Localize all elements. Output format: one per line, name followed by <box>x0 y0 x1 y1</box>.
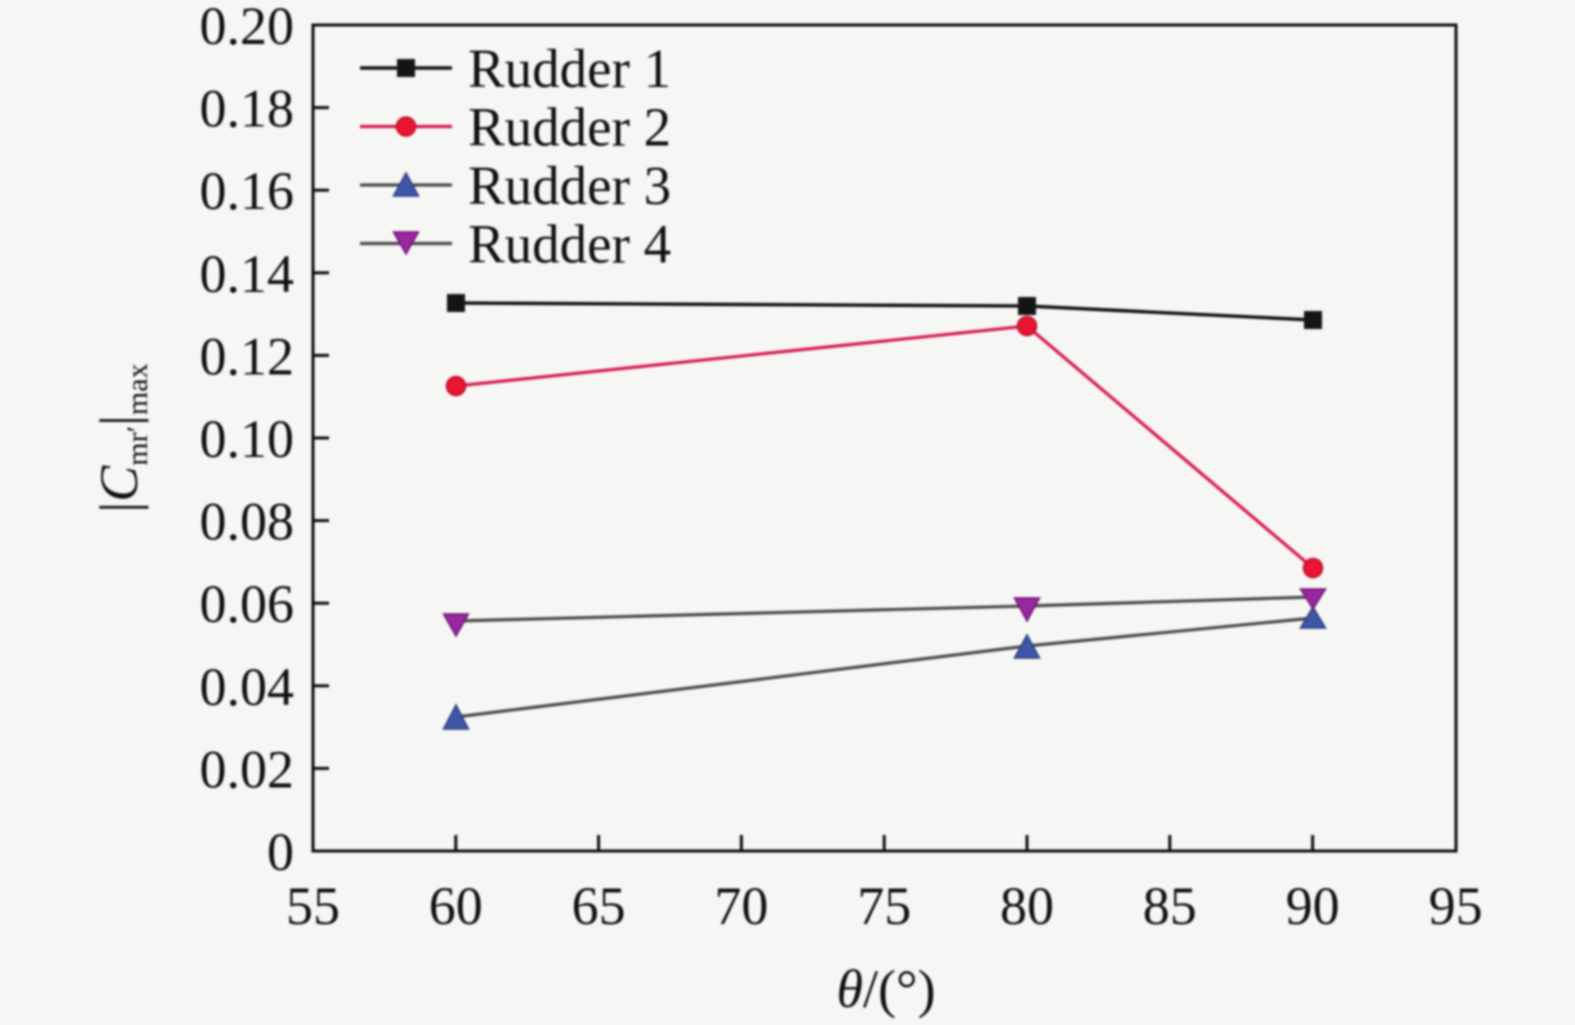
svg-text:Rudder 1: Rudder 1 <box>468 38 671 99</box>
svg-text:80: 80 <box>1000 876 1054 936</box>
svg-text:0.04: 0.04 <box>200 657 295 717</box>
svg-text:55: 55 <box>286 876 340 936</box>
svg-text:0: 0 <box>267 822 294 882</box>
svg-text:0.02: 0.02 <box>200 739 295 799</box>
svg-text:0.14: 0.14 <box>200 244 295 304</box>
svg-text:Rudder 3: Rudder 3 <box>468 155 671 216</box>
svg-text:65: 65 <box>572 876 626 936</box>
svg-text:90: 90 <box>1286 876 1340 936</box>
svg-text:60: 60 <box>429 876 483 936</box>
svg-text:Rudder 2: Rudder 2 <box>468 97 671 158</box>
svg-text:θ/(°): θ/(°) <box>836 959 935 1019</box>
svg-text:0.10: 0.10 <box>200 409 295 469</box>
svg-text:95: 95 <box>1429 876 1483 936</box>
svg-text:75: 75 <box>857 876 911 936</box>
svg-text:85: 85 <box>1143 876 1197 936</box>
svg-text:0.18: 0.18 <box>200 79 295 139</box>
svg-text:0.16: 0.16 <box>200 161 295 221</box>
svg-text:|Cmr′|max: |Cmr′|max <box>89 363 154 512</box>
svg-text:70: 70 <box>714 876 768 936</box>
svg-text:Rudder 4: Rudder 4 <box>468 214 671 275</box>
svg-text:0.20: 0.20 <box>200 0 295 56</box>
svg-text:0.06: 0.06 <box>200 574 295 634</box>
svg-text:0.12: 0.12 <box>200 326 295 386</box>
svg-text:0.08: 0.08 <box>200 492 295 552</box>
